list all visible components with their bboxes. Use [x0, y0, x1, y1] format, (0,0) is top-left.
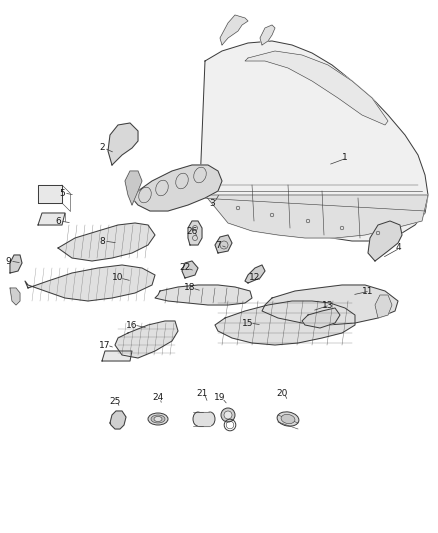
Text: 20: 20 — [276, 389, 288, 398]
Bar — [198, 412, 210, 426]
Polygon shape — [245, 51, 388, 125]
Polygon shape — [262, 285, 398, 325]
Text: 18: 18 — [184, 284, 196, 293]
Text: 15: 15 — [242, 319, 254, 327]
Ellipse shape — [281, 414, 295, 424]
Text: 24: 24 — [152, 393, 164, 402]
Polygon shape — [10, 255, 22, 273]
Polygon shape — [182, 261, 198, 278]
Text: 1: 1 — [342, 154, 348, 163]
Text: 6: 6 — [55, 216, 61, 225]
Text: 2: 2 — [99, 143, 105, 152]
Text: 25: 25 — [110, 397, 121, 406]
Polygon shape — [155, 285, 252, 305]
Polygon shape — [302, 308, 340, 328]
Text: 10: 10 — [112, 273, 124, 282]
Text: 11: 11 — [362, 287, 374, 295]
Polygon shape — [245, 265, 265, 283]
Polygon shape — [25, 265, 155, 301]
Text: 26: 26 — [186, 227, 198, 236]
Polygon shape — [115, 321, 178, 358]
Text: 5: 5 — [59, 189, 65, 198]
Polygon shape — [110, 411, 126, 429]
Ellipse shape — [154, 416, 162, 422]
Ellipse shape — [148, 413, 168, 425]
Text: 4: 4 — [395, 244, 401, 253]
Ellipse shape — [193, 412, 203, 426]
Polygon shape — [200, 41, 428, 241]
Polygon shape — [38, 185, 62, 203]
Circle shape — [224, 411, 232, 419]
Polygon shape — [260, 25, 275, 45]
Polygon shape — [220, 15, 248, 45]
Text: 19: 19 — [214, 393, 226, 402]
Polygon shape — [215, 301, 355, 345]
Text: 3: 3 — [209, 198, 215, 207]
Text: 22: 22 — [180, 263, 191, 272]
Polygon shape — [108, 123, 138, 165]
Ellipse shape — [151, 415, 165, 423]
Polygon shape — [188, 221, 202, 245]
Polygon shape — [58, 223, 155, 261]
Polygon shape — [368, 221, 402, 261]
Polygon shape — [375, 295, 392, 318]
Polygon shape — [132, 165, 222, 211]
Text: 9: 9 — [5, 256, 11, 265]
Polygon shape — [125, 171, 142, 205]
Text: 8: 8 — [99, 237, 105, 246]
Circle shape — [221, 408, 235, 422]
Text: 16: 16 — [126, 320, 138, 329]
Polygon shape — [10, 288, 20, 305]
Ellipse shape — [277, 412, 299, 426]
Text: 13: 13 — [322, 301, 334, 310]
Text: 12: 12 — [249, 273, 261, 282]
Text: 17: 17 — [99, 341, 111, 350]
Text: 7: 7 — [215, 240, 221, 249]
Polygon shape — [102, 351, 132, 361]
Ellipse shape — [205, 412, 215, 426]
Polygon shape — [38, 213, 65, 225]
Polygon shape — [215, 235, 232, 253]
Text: 21: 21 — [196, 389, 208, 398]
Polygon shape — [205, 195, 428, 238]
